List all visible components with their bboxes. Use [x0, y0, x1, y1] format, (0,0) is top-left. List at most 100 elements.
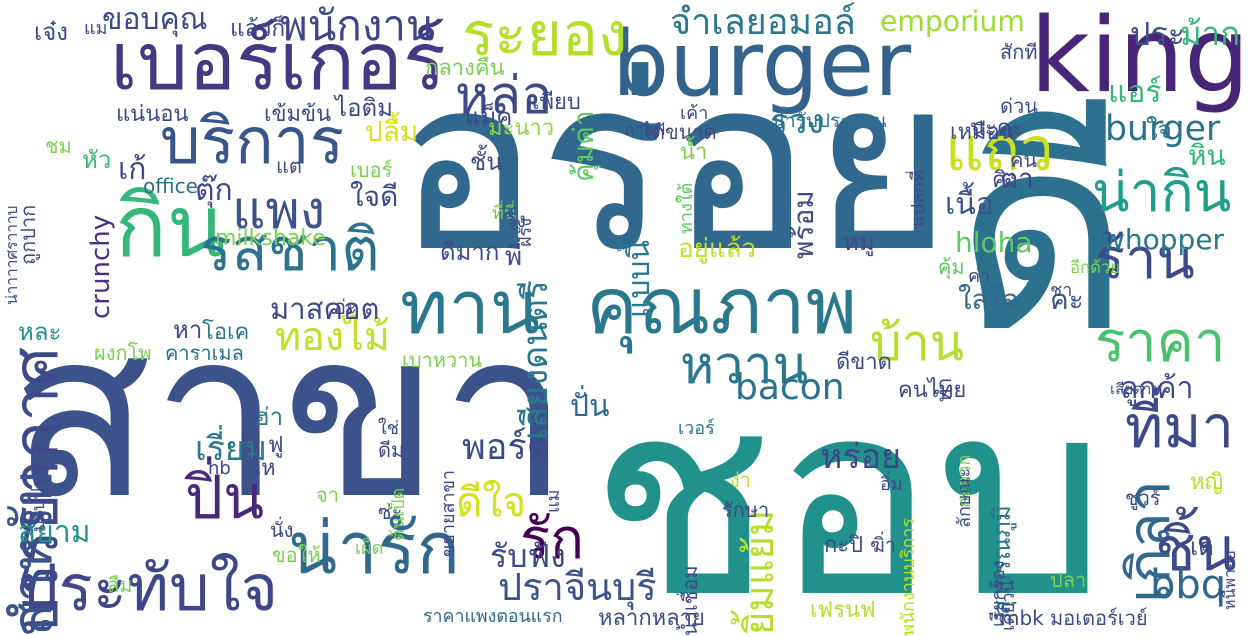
word-38: emporium: [880, 5, 1025, 38]
word-12: หล่อ: [455, 66, 553, 126]
word-62: ใส่ใจ: [958, 283, 1019, 316]
word-79: ถูกปาก: [16, 204, 40, 265]
word-105: ทางใต้: [676, 182, 697, 234]
word-85: จา: [316, 483, 339, 507]
word-111: เค้า: [680, 103, 709, 124]
word-4: ดี: [955, 77, 1131, 392]
word-69: เก้: [118, 152, 147, 187]
word-59: รับฟัง: [490, 537, 566, 575]
word-1: สาขา: [10, 280, 571, 550]
word-88: เสียดาย: [1110, 380, 1161, 398]
word-158: ฆิ่า: [870, 533, 897, 557]
word-45: ปราจีนบุรี: [498, 565, 657, 609]
word-72: ปลื้ม: [365, 115, 419, 148]
word-60: ปั่น: [570, 389, 610, 424]
word-121: เบอร์: [350, 158, 393, 182]
word-108: น่ารับประทาน: [772, 110, 887, 132]
word-6: king: [1030, 0, 1250, 116]
word-43: ประ: [1130, 15, 1186, 53]
word-3: อร่อย: [395, 25, 953, 305]
word-129: เจ๋ง: [34, 18, 68, 46]
word-110: ได้ขนาด: [642, 120, 717, 144]
word-97: ปรับปรุง: [28, 469, 49, 532]
word-39: crunchy: [86, 214, 116, 319]
word-65: ตา: [1000, 162, 1034, 195]
word-157: hb: [208, 458, 231, 479]
word-149: รักษา: [722, 498, 770, 522]
word-48: เรี่ยม: [195, 429, 268, 469]
word-125: วิ่ง: [505, 208, 526, 232]
word-138: เวอร์: [678, 418, 715, 439]
word-34: bacon: [735, 367, 845, 408]
word-98: ขยายสาขา: [438, 469, 459, 557]
word-99: ดีขาด: [836, 350, 892, 375]
word-36: whopper: [1102, 223, 1225, 256]
word-73: แอร์: [1108, 75, 1162, 110]
word-50: มาสคอต: [270, 292, 380, 326]
word-74: แม็ค: [465, 103, 513, 131]
word-155: นั่ง: [270, 518, 294, 542]
word-20: ที่มา: [1125, 393, 1235, 461]
word-84: ฟู: [268, 433, 284, 458]
word-27: ทองไม้: [275, 314, 390, 360]
word-63: คะ: [1050, 283, 1084, 316]
word-145: เรียกร้อง: [988, 560, 1009, 627]
word-70: ตุ๊ก: [195, 173, 233, 208]
word-160: ชูวร์: [1125, 486, 1161, 510]
word-132: ชม: [45, 134, 72, 158]
word-143: หนี้พายย: [1220, 550, 1239, 610]
word-93: ราคาแพงตอนแรก: [423, 606, 563, 627]
word-150: ง่า: [730, 468, 751, 492]
word-10: รสชาติ: [200, 215, 380, 284]
word-123: น้ำ: [680, 140, 708, 165]
word-76: มะนาว: [488, 116, 555, 141]
word-114: ด่วน: [1000, 94, 1038, 118]
word-140: ลักษณะ: [954, 467, 975, 528]
word-55: พร้อม: [787, 190, 820, 259]
word-130: แม: [84, 18, 108, 39]
word-151: ต้นเป็ด: [388, 487, 409, 541]
word-54: ยิ้มแย้ม: [737, 509, 783, 635]
word-26: บ้าน: [870, 314, 964, 372]
word-83: ไห: [250, 456, 276, 481]
word-80: โอเค: [202, 320, 250, 345]
word-67: office: [143, 174, 198, 198]
word-162: คุ้ม: [938, 255, 965, 279]
word-118: แน่นอน: [116, 102, 189, 127]
word-163: หมู: [843, 228, 875, 256]
word-104: แปลกที่: [908, 170, 929, 227]
word-53: เสียงดนตรี: [515, 280, 556, 440]
word-51: ลูกค้า: [1120, 371, 1194, 406]
word-58: ร่วง: [770, 102, 824, 142]
word-102: ชา: [1050, 280, 1073, 301]
word-91: mbk: [1000, 606, 1044, 630]
word-17: น่ารัก: [288, 506, 460, 590]
word-103: ค่า: [968, 266, 991, 287]
word-127: เพียบ: [532, 90, 581, 115]
word-153: เผ็ด: [355, 538, 384, 559]
word-7: เบอร์เกอร์: [110, 15, 446, 108]
word-100: ดีม: [378, 438, 405, 462]
word-128: แล้วก็: [230, 16, 286, 42]
word-14: แถว: [945, 115, 1054, 185]
word-120: แต่: [276, 154, 302, 178]
word-134: อ่ะ: [334, 295, 357, 319]
word-9: บริการ: [160, 105, 345, 179]
word-32: ชิ้น: [1155, 515, 1237, 585]
word-23: น่ากิน: [1092, 160, 1232, 224]
word-113: เหมือน: [950, 120, 1015, 145]
word-112: นะคะ: [970, 116, 1024, 141]
word-82: ฮ่า: [255, 403, 284, 431]
word-68: milkshake: [215, 226, 326, 251]
word-57: คุ้มค่า: [567, 110, 600, 182]
word-75: ไอติม: [335, 94, 393, 122]
word-117: คิง: [992, 168, 1018, 193]
word-13: คุณภาพ: [586, 262, 858, 352]
word-94: เบาหวาน: [402, 348, 483, 372]
word-24: ราคา: [1095, 310, 1226, 375]
word-5: burger: [612, 12, 912, 117]
word-41: จำเลยอมอล์: [670, 2, 856, 43]
word-146: พนักงานบริการ: [898, 517, 919, 636]
word-101: อีกด้วย: [1070, 258, 1121, 277]
